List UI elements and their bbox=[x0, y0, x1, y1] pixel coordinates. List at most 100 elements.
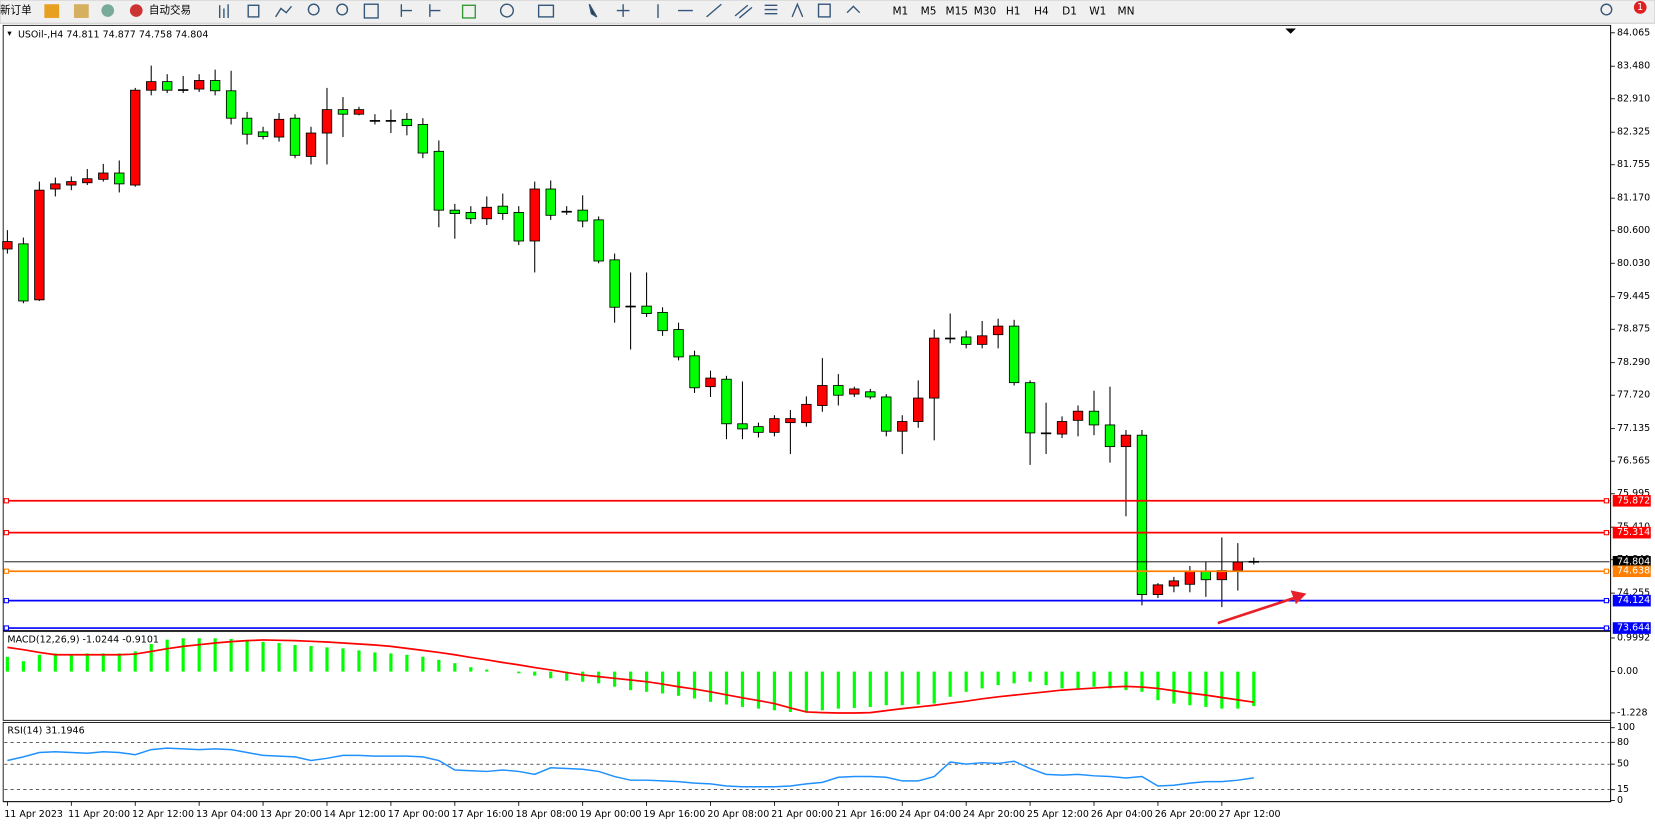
x-tick-label: 26 Apr 20:00 bbox=[1155, 809, 1217, 820]
line-handle bbox=[1603, 498, 1610, 504]
timeframe-button[interactable] bbox=[943, 3, 970, 21]
y-tick-label: 83.480 bbox=[1617, 61, 1650, 72]
timeframe-label[interactable]: M30 bbox=[974, 6, 997, 18]
icon[interactable] bbox=[218, 4, 229, 18]
new-order[interactable]: 新订单 bbox=[0, 4, 32, 17]
icon[interactable] bbox=[1600, 3, 1613, 16]
auto-trading[interactable]: 自动交易 bbox=[149, 4, 191, 17]
icon[interactable] bbox=[44, 4, 60, 18]
candle-body bbox=[305, 132, 317, 157]
price-label-box bbox=[1612, 526, 1651, 539]
timeframe-button[interactable] bbox=[999, 3, 1027, 21]
x-tick-label: 20 Apr 08:00 bbox=[707, 809, 769, 820]
timeframe-label[interactable]: M1 bbox=[892, 6, 908, 18]
candle-body bbox=[960, 336, 972, 345]
icon[interactable] bbox=[101, 4, 115, 17]
candle-body bbox=[897, 421, 908, 432]
timeframe-label[interactable]: D1 bbox=[1062, 6, 1077, 18]
notification-badge[interactable] bbox=[1633, 1, 1647, 14]
timeframe-button[interactable] bbox=[915, 3, 942, 21]
price-label: 74.804 bbox=[1617, 556, 1650, 567]
candle-body bbox=[130, 89, 141, 186]
candle-body bbox=[481, 206, 492, 220]
candle-body bbox=[865, 391, 876, 398]
timeframe-label[interactable]: H4 bbox=[1034, 6, 1049, 18]
candle-body bbox=[881, 396, 892, 432]
notification-count[interactable]: 1 bbox=[1637, 2, 1643, 13]
candle-body bbox=[992, 325, 1004, 336]
candle-body bbox=[513, 212, 524, 242]
candle-body bbox=[353, 109, 365, 115]
candle-body bbox=[913, 397, 924, 422]
timeframe-label[interactable]: M15 bbox=[946, 6, 969, 18]
candle-body bbox=[209, 80, 221, 92]
timeframe-button[interactable] bbox=[1056, 3, 1083, 21]
y-tick-label: 77.720 bbox=[1617, 390, 1650, 401]
candle-body bbox=[337, 109, 349, 115]
candle-body bbox=[1056, 421, 1068, 435]
icon[interactable] bbox=[247, 4, 260, 18]
candle-body bbox=[1040, 432, 1052, 435]
x-tick-label: 17 Apr 00:00 bbox=[388, 809, 450, 820]
y-tick-label: 80.030 bbox=[1617, 258, 1650, 269]
x-tick-label: 25 Apr 12:00 bbox=[1027, 809, 1089, 820]
x-tick-label: 11 Apr 2023 bbox=[4, 809, 63, 820]
timeframe-button[interactable] bbox=[1112, 3, 1140, 21]
icon[interactable] bbox=[791, 2, 804, 18]
candle-body bbox=[1088, 410, 1100, 426]
line-handle bbox=[3, 498, 9, 504]
y-tick-label: 74.255 bbox=[1617, 588, 1650, 599]
candle-body bbox=[545, 188, 556, 216]
icon[interactable] bbox=[764, 4, 778, 15]
icon[interactable] bbox=[588, 3, 598, 18]
timeframe-label[interactable]: M5 bbox=[921, 6, 937, 18]
timeframe-label[interactable]: W1 bbox=[1089, 6, 1106, 18]
icon[interactable] bbox=[275, 5, 293, 18]
timeframe-label[interactable]: H1 bbox=[1006, 6, 1021, 18]
line-handle bbox=[3, 530, 9, 536]
y-tick-label: -1.228 bbox=[1617, 707, 1648, 718]
icon[interactable] bbox=[129, 4, 143, 17]
timeframe-button[interactable] bbox=[971, 3, 999, 21]
menu-triangle bbox=[7, 31, 12, 36]
candle-body bbox=[66, 181, 77, 186]
candle-body bbox=[1152, 584, 1164, 595]
icon[interactable] bbox=[734, 4, 753, 19]
y-tick-label: 50 bbox=[1617, 759, 1629, 770]
plot: 84.065 83.480 82.910 82.325 81.755 81.170 80.6… bbox=[2, 27, 1651, 820]
candle-body bbox=[817, 385, 828, 406]
icon[interactable] bbox=[817, 3, 831, 18]
icon[interactable] bbox=[846, 5, 861, 14]
icon[interactable] bbox=[400, 4, 412, 17]
x-tick-label: 24 Apr 20:00 bbox=[963, 809, 1025, 820]
timeframe-label[interactable]: MN bbox=[1117, 6, 1134, 18]
line-handle bbox=[3, 597, 9, 604]
icon[interactable] bbox=[616, 4, 630, 17]
shift-marker bbox=[1285, 28, 1296, 34]
icon[interactable] bbox=[537, 4, 555, 18]
icon[interactable] bbox=[706, 3, 722, 18]
candle-body bbox=[705, 377, 716, 388]
icon[interactable] bbox=[429, 4, 441, 17]
icon[interactable] bbox=[336, 3, 349, 16]
y-tick-label: 0 bbox=[1617, 795, 1623, 806]
y-tick-label: 79.445 bbox=[1617, 291, 1650, 302]
candle-body bbox=[50, 183, 61, 190]
icon[interactable] bbox=[307, 3, 320, 16]
candle-body bbox=[289, 117, 301, 156]
timeframe-button[interactable] bbox=[1084, 3, 1111, 21]
price-label: 75.872 bbox=[1617, 495, 1650, 506]
timeframe-button[interactable] bbox=[1028, 3, 1055, 21]
x-tick-label: 18 Apr 08:00 bbox=[516, 809, 578, 820]
icon[interactable] bbox=[461, 4, 476, 19]
icon[interactable] bbox=[73, 4, 89, 18]
candle-body bbox=[1200, 570, 1212, 581]
candle-body bbox=[609, 259, 620, 308]
candle-body bbox=[162, 81, 173, 91]
timeframe-button[interactable] bbox=[887, 3, 914, 21]
toolbar-icons bbox=[218, 2, 1613, 19]
icon[interactable] bbox=[499, 3, 514, 18]
icon[interactable] bbox=[363, 3, 379, 19]
price-label-box bbox=[1612, 565, 1651, 578]
